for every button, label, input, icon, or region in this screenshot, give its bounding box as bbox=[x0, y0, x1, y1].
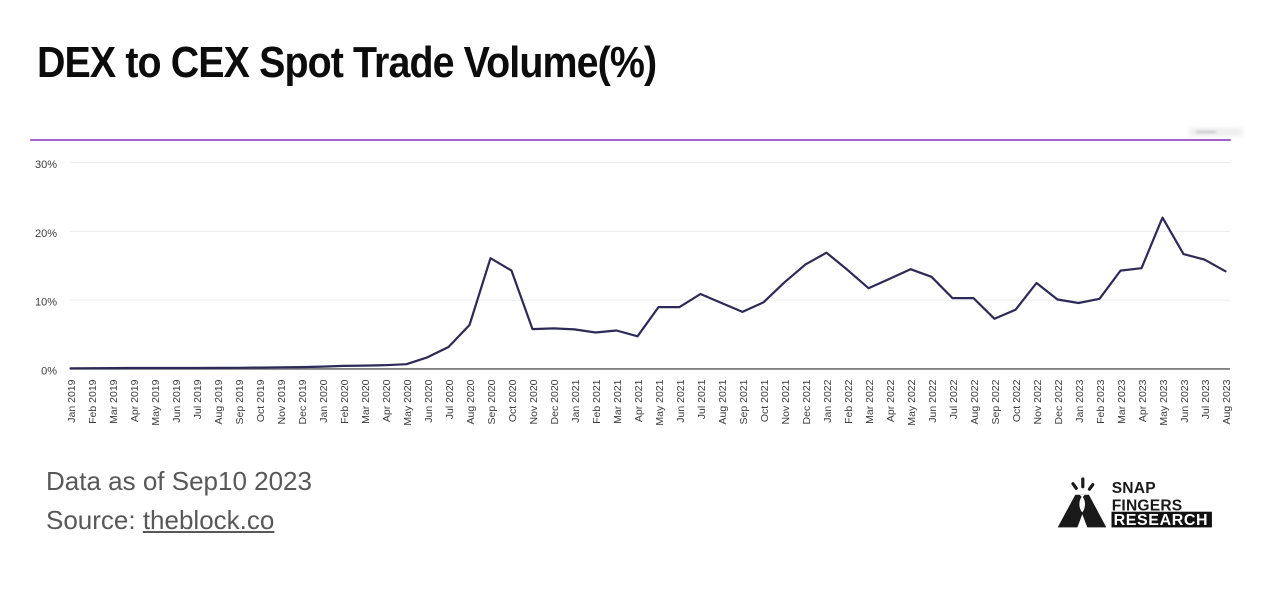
svg-text:30%: 30% bbox=[35, 159, 57, 171]
svg-text:Oct 2020: Oct 2020 bbox=[507, 379, 519, 422]
svg-text:May 2022: May 2022 bbox=[906, 379, 918, 425]
svg-text:Jan 2023: Jan 2023 bbox=[1074, 379, 1086, 422]
svg-text:FINGERS: FINGERS bbox=[1112, 497, 1183, 514]
svg-text:Nov 2020: Nov 2020 bbox=[528, 379, 540, 424]
svg-text:Jun 2023: Jun 2023 bbox=[1179, 379, 1191, 422]
svg-text:Jul 2019: Jul 2019 bbox=[192, 379, 204, 419]
svg-text:Feb 2020: Feb 2020 bbox=[339, 379, 351, 424]
svg-text:Nov 2022: Nov 2022 bbox=[1032, 379, 1044, 424]
svg-text:Aug 2021: Aug 2021 bbox=[717, 379, 729, 424]
svg-text:Jun 2020: Jun 2020 bbox=[423, 379, 435, 422]
svg-text:Jul 2021: Jul 2021 bbox=[696, 379, 708, 419]
svg-text:May 2019: May 2019 bbox=[150, 379, 162, 425]
svg-text:Mar 2020: Mar 2020 bbox=[360, 379, 372, 424]
svg-text:Feb 2021: Feb 2021 bbox=[591, 379, 603, 424]
svg-text:Jun 2021: Jun 2021 bbox=[675, 379, 687, 422]
svg-text:May 2020: May 2020 bbox=[402, 379, 414, 425]
svg-text:Feb 2022: Feb 2022 bbox=[843, 379, 855, 424]
svg-text:Jan 2019: Jan 2019 bbox=[66, 379, 78, 422]
svg-text:Apr 2022: Apr 2022 bbox=[885, 379, 897, 422]
svg-text:Sep 2019: Sep 2019 bbox=[234, 379, 246, 424]
svg-text:Aug 2019: Aug 2019 bbox=[213, 379, 225, 424]
svg-text:Feb 2023: Feb 2023 bbox=[1095, 379, 1107, 424]
svg-text:10%: 10% bbox=[35, 297, 57, 309]
svg-text:Sep 2022: Sep 2022 bbox=[990, 379, 1002, 424]
svg-text:Mar 2022: Mar 2022 bbox=[864, 379, 876, 424]
svg-text:Jul 2023: Jul 2023 bbox=[1200, 379, 1212, 419]
svg-text:Dec 2020: Dec 2020 bbox=[549, 379, 561, 424]
svg-text:May 2021: May 2021 bbox=[654, 379, 666, 425]
svg-text:Apr 2021: Apr 2021 bbox=[633, 379, 645, 422]
svg-text:0%: 0% bbox=[41, 365, 57, 377]
svg-text:Aug 2023: Aug 2023 bbox=[1221, 379, 1233, 424]
svg-text:Nov 2021: Nov 2021 bbox=[780, 379, 792, 424]
svg-text:Aug 2022: Aug 2022 bbox=[969, 379, 981, 424]
svg-text:Sep 2021: Sep 2021 bbox=[738, 379, 750, 424]
svg-text:Apr 2019: Apr 2019 bbox=[129, 379, 141, 422]
svg-text:Sep 2020: Sep 2020 bbox=[486, 379, 498, 424]
svg-text:May 2023: May 2023 bbox=[1158, 379, 1170, 425]
svg-text:Jun 2019: Jun 2019 bbox=[171, 379, 183, 422]
svg-text:Oct 2019: Oct 2019 bbox=[255, 379, 267, 422]
svg-text:Mar 2023: Mar 2023 bbox=[1116, 379, 1128, 424]
svg-text:Dec 2022: Dec 2022 bbox=[1053, 379, 1065, 424]
svg-text:20%: 20% bbox=[35, 228, 57, 240]
svg-text:Jan 2022: Jan 2022 bbox=[822, 379, 834, 422]
svg-text:Dec 2021: Dec 2021 bbox=[801, 379, 813, 424]
svg-text:Dec 2019: Dec 2019 bbox=[297, 379, 309, 424]
svg-text:Mar 2021: Mar 2021 bbox=[612, 379, 624, 424]
svg-text:Feb 2019: Feb 2019 bbox=[87, 379, 99, 424]
svg-text:Oct 2021: Oct 2021 bbox=[759, 379, 771, 422]
svg-text:Jun 2022: Jun 2022 bbox=[927, 379, 939, 422]
svg-text:Apr 2020: Apr 2020 bbox=[381, 379, 393, 422]
svg-text:Jan 2021: Jan 2021 bbox=[570, 379, 582, 422]
svg-text:Oct 2022: Oct 2022 bbox=[1011, 379, 1023, 422]
svg-text:Jan 2020: Jan 2020 bbox=[318, 379, 330, 422]
svg-text:Mar 2019: Mar 2019 bbox=[108, 379, 120, 424]
svg-text:Nov 2019: Nov 2019 bbox=[276, 379, 288, 424]
svg-text:Jul 2020: Jul 2020 bbox=[444, 379, 456, 419]
svg-text:Apr 2023: Apr 2023 bbox=[1137, 379, 1149, 422]
svg-text:SNAP: SNAP bbox=[1112, 480, 1156, 497]
svg-text:Jul 2022: Jul 2022 bbox=[948, 379, 960, 419]
svg-text:RESEARCH: RESEARCH bbox=[1114, 512, 1209, 529]
svg-text:Aug 2020: Aug 2020 bbox=[465, 379, 477, 424]
